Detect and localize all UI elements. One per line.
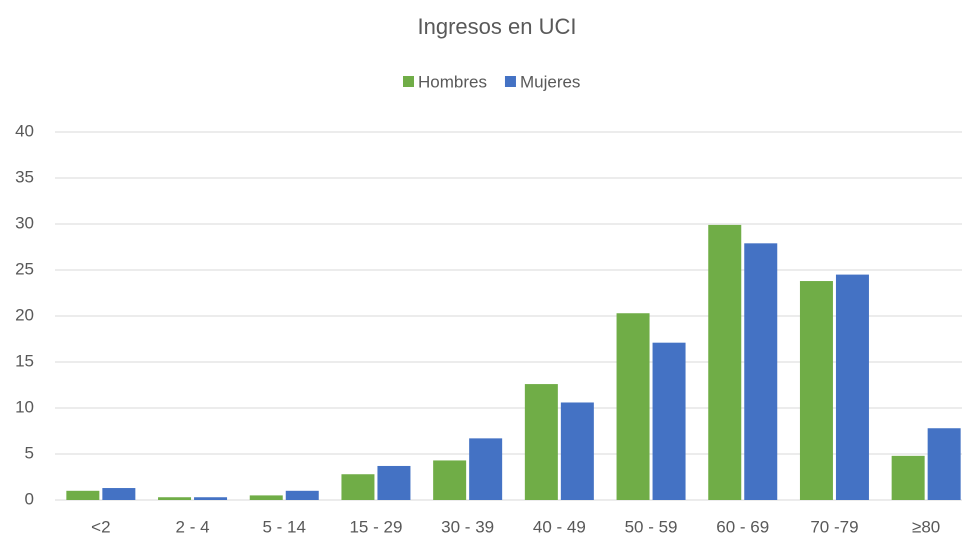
x-tick-label: 60 - 69 [716, 517, 769, 536]
bar [341, 474, 375, 500]
y-tick-label: 20 [15, 305, 34, 324]
x-tick-label: 40 - 49 [533, 517, 586, 536]
bar [927, 428, 961, 500]
y-tick-label: 30 [15, 213, 34, 232]
bar [708, 224, 742, 501]
bar [194, 497, 228, 500]
y-tick-label: 5 [25, 443, 34, 462]
x-tick-label: 50 - 59 [625, 517, 678, 536]
bar [249, 495, 283, 500]
bar [285, 490, 319, 500]
x-tick-label: 30 - 39 [441, 517, 494, 536]
bar [744, 243, 778, 500]
legend-label: Mujeres [520, 72, 580, 91]
x-tick-label: 2 - 4 [176, 517, 210, 536]
y-tick-label: 25 [15, 259, 34, 278]
x-tick-label: <2 [91, 517, 110, 536]
y-tick-label: 40 [15, 121, 34, 140]
x-tick-label: 5 - 14 [263, 517, 306, 536]
y-tick-label: 10 [15, 397, 34, 416]
bar [433, 460, 467, 500]
x-tick-label: ≥80 [912, 517, 940, 536]
bar [469, 438, 503, 500]
x-tick-label: 70 -79 [810, 517, 858, 536]
bar [652, 342, 686, 500]
bar [102, 488, 136, 500]
y-tick-label: 0 [25, 489, 34, 508]
chart-title: Ingresos en UCI [418, 14, 577, 39]
bar [158, 497, 192, 500]
y-tick-label: 35 [15, 167, 34, 186]
bar [835, 274, 869, 500]
legend-swatch [504, 76, 516, 87]
bar [66, 490, 100, 500]
bar [799, 281, 833, 500]
bar [377, 465, 411, 500]
bar [560, 402, 594, 500]
y-tick-label: 15 [15, 351, 34, 370]
bar [616, 313, 650, 500]
legend-swatch [403, 76, 414, 87]
bar [891, 455, 925, 500]
x-tick-label: 15 - 29 [349, 517, 402, 536]
legend-label: Hombres [418, 72, 487, 91]
bar [524, 384, 558, 500]
